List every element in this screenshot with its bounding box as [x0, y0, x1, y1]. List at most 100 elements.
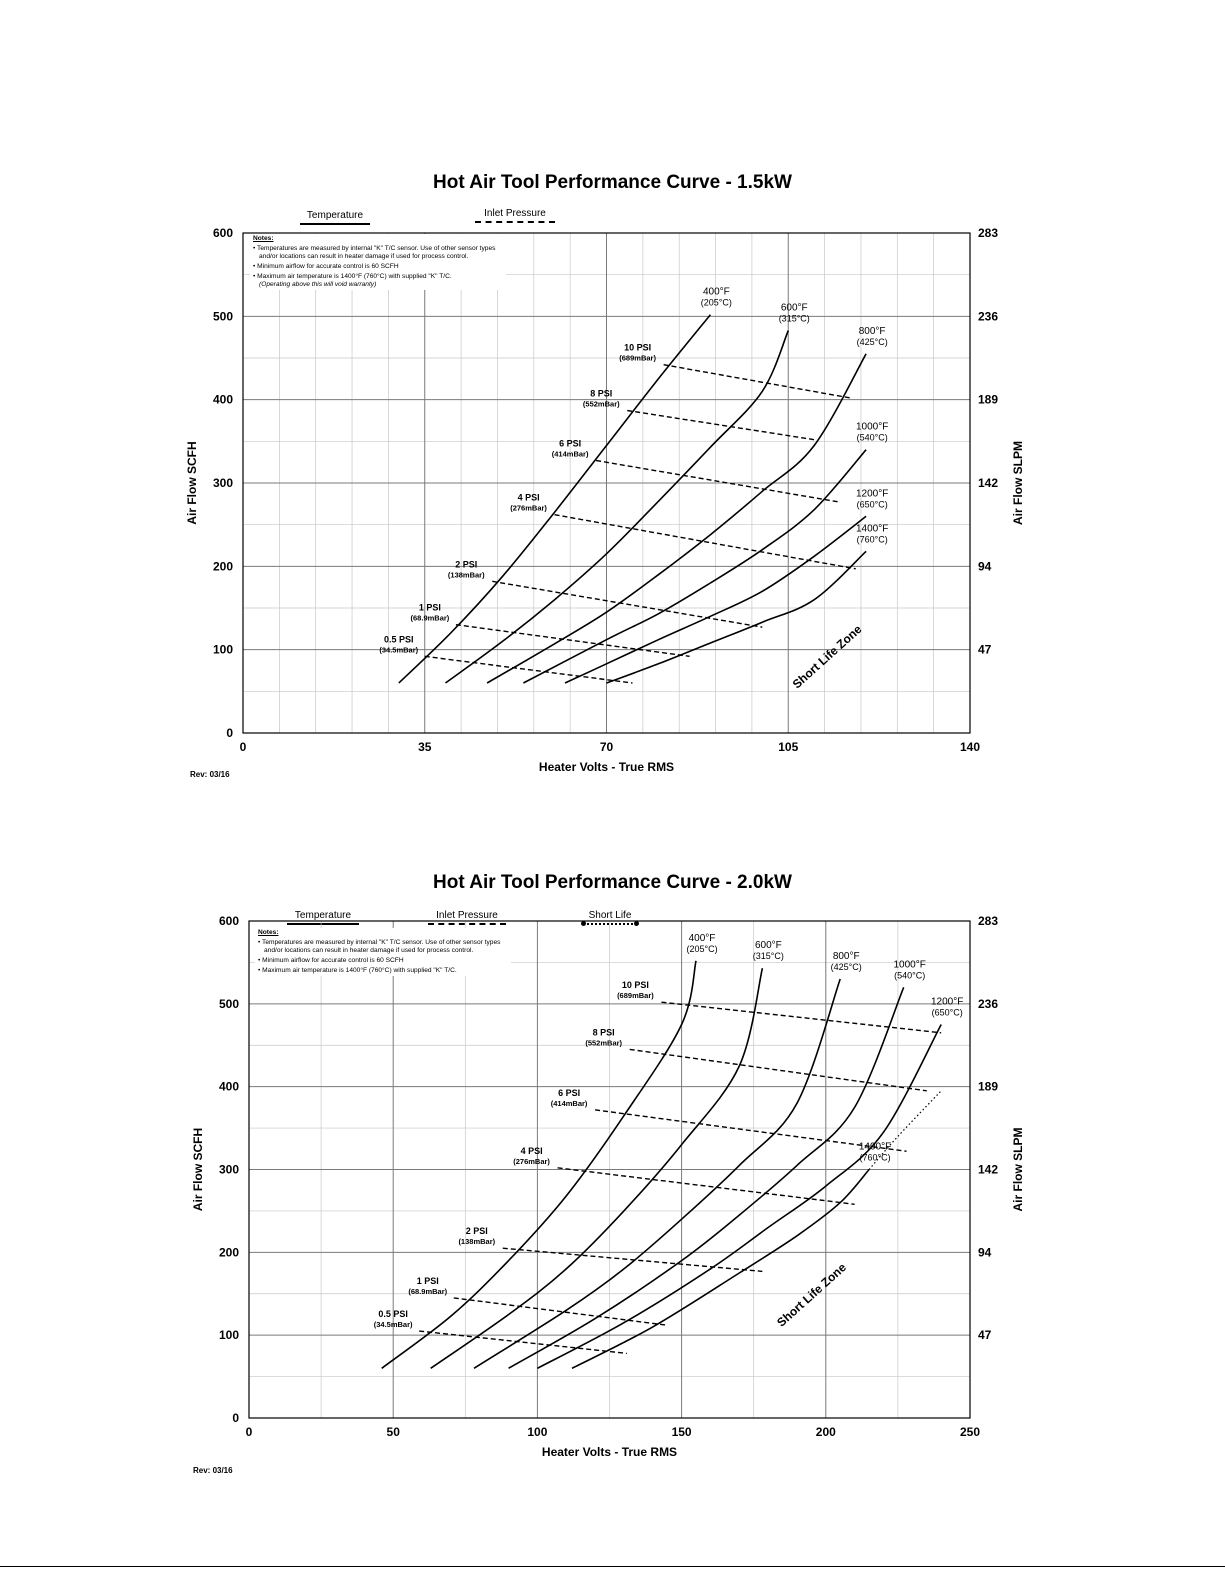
pressure-sublabel: (68.9mBar): [411, 614, 450, 623]
temperature-curve: [486, 353, 867, 684]
pressure-sublabel: (689mBar): [619, 354, 656, 363]
temperature-sublabel: (540°C): [857, 433, 888, 443]
temperature-label: 1000°F: [893, 959, 925, 970]
temperature-label: 800°F: [833, 951, 860, 962]
notes-title: Notes:: [253, 235, 274, 242]
temperature-sublabel: (315°C): [779, 314, 810, 324]
y-right-tick-label: 94: [978, 1245, 992, 1259]
temperature-curve: [537, 1024, 942, 1370]
pressure-line: [453, 1297, 668, 1326]
notes-box: Notes: Temperatures are measured by inte…: [255, 928, 511, 976]
y-right-axis-title: Air Flow SLPM: [1011, 441, 1025, 525]
legend-label: Inlet Pressure: [484, 208, 546, 219]
note-1: Temperatures are measured by internal "K…: [253, 245, 503, 261]
pressure-line: [594, 1109, 907, 1152]
y-tick-label: 500: [213, 309, 233, 323]
y-right-tick-label: 142: [978, 1163, 998, 1177]
y-tick-label: 400: [219, 1080, 239, 1094]
pressure-label: 1 PSI: [419, 603, 441, 613]
legend-dashed-swatch: [475, 221, 555, 223]
x-axis-title: Heater Volts - True RMS: [539, 760, 674, 774]
y-tick-label: 600: [213, 226, 233, 240]
legend-label: Temperature: [306, 210, 364, 221]
pressure-line: [557, 1167, 855, 1205]
temperature-label: 1200°F: [856, 488, 888, 499]
y-right-tick-label: 189: [978, 393, 998, 407]
x-tick-label: 200: [816, 1425, 836, 1439]
pressure-sublabel: (138mBar): [458, 1237, 495, 1246]
y-right-tick-label: 236: [978, 997, 998, 1011]
temperature-curve: [398, 314, 712, 684]
pressure-label: 10 PSI: [624, 343, 651, 353]
y-right-tick-label: 47: [978, 1328, 992, 1342]
y-tick-label: 200: [219, 1245, 239, 1259]
y-right-axis-title: Air Flow SLPM: [1011, 1127, 1025, 1211]
y-tick-label: 0: [226, 726, 233, 740]
temperature-label: 800°F: [859, 326, 886, 337]
legend-label: Temperature: [294, 910, 352, 921]
note-1: Temperatures are measured by internal "K…: [258, 939, 508, 955]
temperature-sublabel: (205°C): [686, 944, 717, 954]
y-tick-label: 500: [219, 997, 239, 1011]
temperature-label: 400°F: [703, 287, 730, 298]
pressure-label: 10 PSI: [622, 980, 649, 990]
plot-area: 400°F(205°C)600°F(315°C)800°F(425°C)1000…: [185, 226, 1025, 774]
y-right-tick-label: 283: [978, 914, 998, 928]
temperature-curve: [473, 978, 841, 1369]
x-tick-label: 105: [778, 740, 798, 754]
pressure-line: [419, 1330, 627, 1355]
y-tick-label: 200: [213, 559, 233, 573]
temperature-sublabel: (650°C): [932, 1008, 963, 1018]
y-tick-label: 400: [213, 393, 233, 407]
pressure-line: [595, 459, 841, 503]
pressure-line: [554, 513, 856, 570]
x-tick-label: 0: [240, 740, 247, 754]
legend-solid-swatch: [300, 223, 370, 225]
pressure-label: 8 PSI: [590, 389, 612, 399]
x-tick-label: 100: [527, 1425, 547, 1439]
temperature-curve: [445, 330, 790, 684]
pressure-line: [663, 363, 851, 399]
y-right-tick-label: 283: [978, 226, 998, 240]
y-right-tick-label: 47: [978, 643, 992, 657]
note-italic: (Operating above this will void warranty…: [259, 281, 377, 288]
y-tick-label: 300: [213, 476, 233, 490]
pressure-sublabel: (276mBar): [513, 1157, 550, 1166]
pressure-line: [455, 623, 690, 658]
temperature-sublabel: (540°C): [894, 970, 925, 980]
short-life-zone-label: Short Life Zone: [790, 622, 865, 692]
temperature-label: 1200°F: [931, 997, 963, 1008]
pressure-sublabel: (138mBar): [448, 570, 485, 579]
x-tick-label: 35: [418, 740, 432, 754]
y-right-tick-label: 94: [978, 559, 992, 573]
temperature-label: 1400°F: [859, 1142, 891, 1153]
legend-temperature: Temperature: [300, 210, 370, 225]
notes-box: Notes: Temperatures are measured by inte…: [250, 234, 506, 290]
y-right-tick-label: 236: [978, 309, 998, 323]
temperature-sublabel: (425°C): [831, 962, 862, 972]
temperature-curve: [564, 515, 867, 684]
note-3: Maximum air temperature is 1400°F (760°C…: [253, 273, 503, 281]
x-tick-label: 50: [387, 1425, 401, 1439]
legend-label: Short Life: [588, 910, 632, 921]
temperature-label: 600°F: [755, 940, 782, 951]
pressure-label: 2 PSI: [455, 559, 477, 569]
pressure-sublabel: (414mBar): [551, 1099, 588, 1108]
temperature-sublabel: (425°C): [857, 337, 888, 347]
legend-label: Inlet Pressure: [436, 910, 498, 921]
x-tick-label: 0: [246, 1425, 253, 1439]
chart-title: Hot Air Tool Performance Curve - 1.5kW: [433, 172, 792, 193]
pressure-sublabel: (276mBar): [510, 504, 547, 513]
plot-area: 400°F(205°C)600°F(315°C)800°F(425°C)1000…: [191, 914, 1025, 1459]
page-bottom-rule: [0, 1566, 1225, 1567]
pressure-label: 6 PSI: [559, 439, 581, 449]
note-3: Maximum air temperature is 1400°F (760°C…: [258, 967, 508, 975]
y-right-tick-label: 189: [978, 1080, 998, 1094]
chart-1-5kw: Hot Air Tool Performance Curve - 1.5kW T…: [0, 160, 1225, 800]
pressure-label: 1 PSI: [417, 1276, 439, 1286]
legend-dashed-swatch: [428, 923, 506, 925]
temperature-sublabel: (650°C): [857, 499, 888, 509]
temperature-sublabel: (205°C): [701, 298, 732, 308]
legend-inlet-pressure: Inlet Pressure: [428, 910, 506, 925]
pressure-line: [661, 1001, 942, 1034]
